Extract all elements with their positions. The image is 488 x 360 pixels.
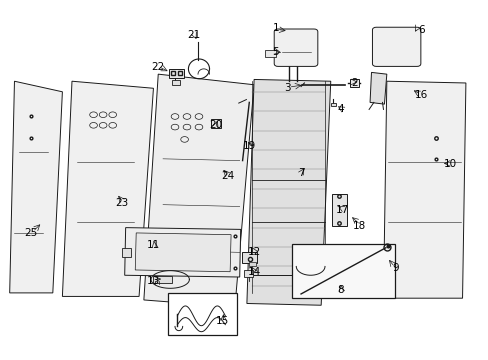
Text: 21: 21: [187, 30, 201, 40]
Text: 20: 20: [209, 120, 222, 130]
Text: 25: 25: [24, 228, 38, 238]
Bar: [249, 262, 256, 266]
Text: 24: 24: [221, 171, 234, 181]
Text: 23: 23: [116, 198, 129, 208]
Bar: [331, 194, 346, 226]
Polygon shape: [294, 245, 326, 266]
Polygon shape: [383, 81, 465, 298]
Polygon shape: [246, 80, 330, 305]
Text: 17: 17: [335, 205, 348, 215]
Bar: [349, 80, 358, 86]
Text: 3: 3: [284, 83, 290, 93]
Polygon shape: [10, 81, 62, 293]
Text: 4: 4: [336, 104, 343, 114]
Polygon shape: [143, 74, 254, 307]
Text: 19: 19: [242, 141, 255, 152]
Bar: [244, 270, 253, 277]
Text: 15: 15: [216, 316, 229, 326]
Bar: [330, 103, 335, 106]
Text: 12: 12: [247, 247, 260, 257]
Bar: [171, 80, 180, 85]
Text: 22: 22: [151, 62, 164, 72]
Bar: [168, 69, 184, 78]
Text: 10: 10: [443, 159, 456, 169]
Text: 11: 11: [146, 240, 160, 250]
Text: 18: 18: [352, 221, 366, 231]
Text: 6: 6: [418, 25, 424, 35]
Bar: [153, 276, 171, 283]
Text: 2: 2: [351, 78, 357, 88]
Text: 14: 14: [247, 267, 260, 277]
Polygon shape: [135, 233, 231, 272]
Polygon shape: [369, 72, 386, 104]
Polygon shape: [124, 228, 240, 277]
Bar: [242, 252, 257, 263]
FancyBboxPatch shape: [292, 243, 395, 298]
Bar: [210, 119, 221, 128]
Text: 5: 5: [272, 47, 278, 57]
Text: 1: 1: [272, 23, 278, 33]
Text: 16: 16: [414, 90, 427, 100]
FancyBboxPatch shape: [372, 27, 420, 66]
Polygon shape: [62, 81, 153, 296]
Text: 13: 13: [146, 275, 160, 285]
Text: 8: 8: [336, 285, 343, 295]
Bar: [264, 50, 275, 57]
Text: 9: 9: [391, 263, 398, 273]
FancyBboxPatch shape: [167, 293, 237, 335]
FancyBboxPatch shape: [274, 29, 317, 66]
Text: 7: 7: [297, 168, 304, 178]
Bar: [122, 248, 131, 257]
